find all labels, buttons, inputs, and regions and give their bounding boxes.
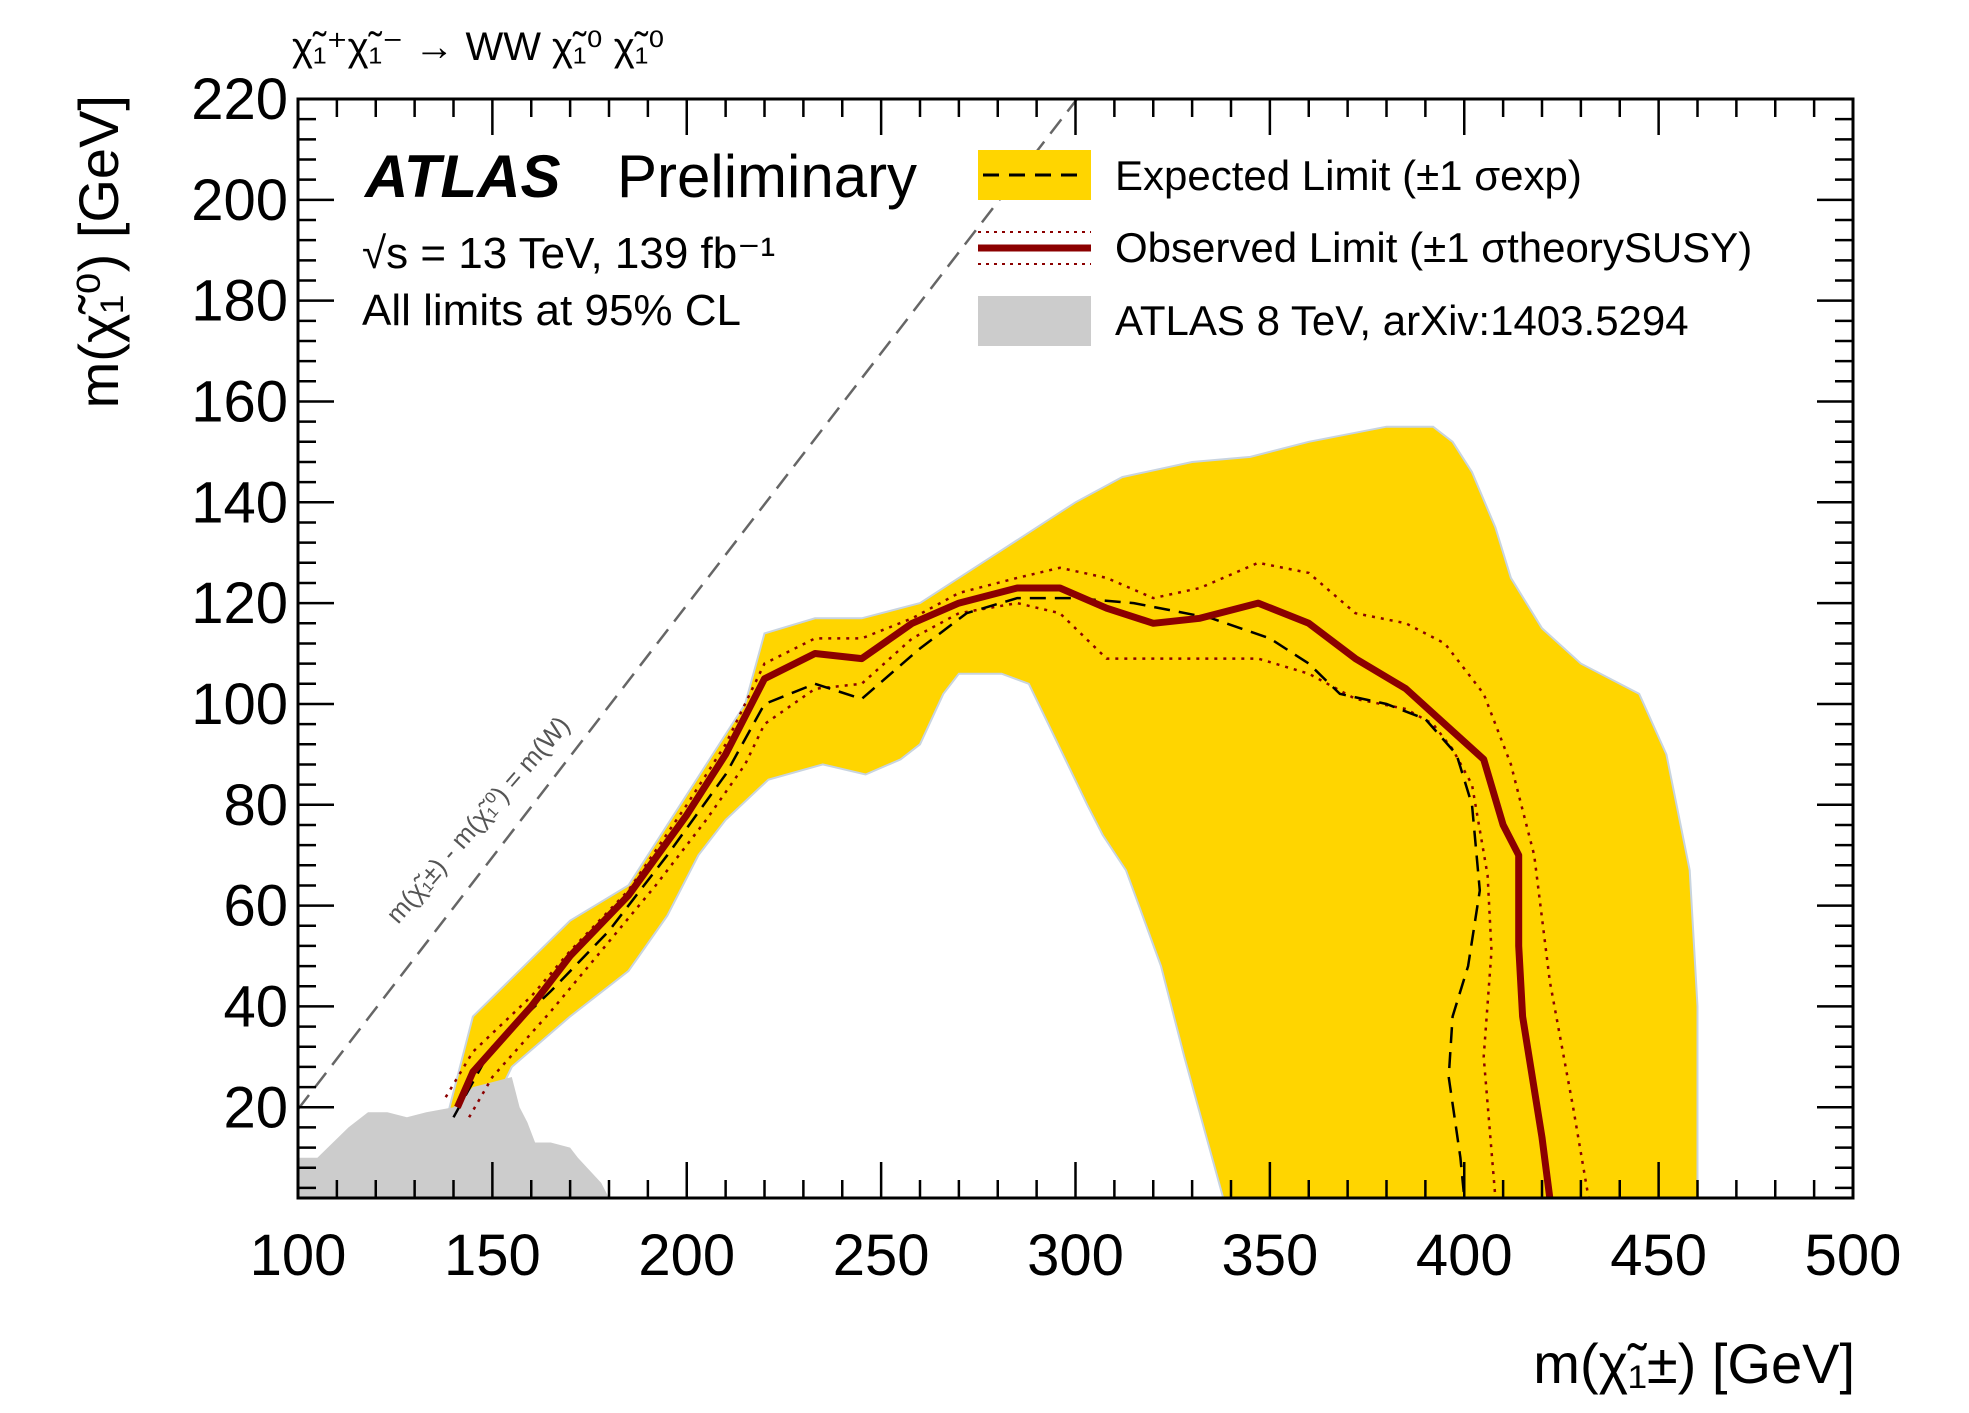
x-tick-label: 200 [638,1223,735,1288]
kinematic-limit-layer [298,99,1079,1111]
x-tick-label: 250 [833,1223,930,1288]
process-label: χ̃₁⁺χ̃₁⁻ → WW χ̃₁⁰ χ̃₁⁰ [292,25,664,69]
x-tick-label: 300 [1027,1223,1124,1288]
axis-ticks-layer [296,97,1855,1198]
y-axis-title: m(χ̃₁⁰) [GeV] [67,95,130,408]
y-tick-label: 180 [191,269,288,334]
cl-label: All limits at 95% CL [362,286,741,335]
x-tick-label: 350 [1221,1223,1318,1288]
expected-limit-band-layer [425,425,1699,1198]
expected-limit-line [452,596,1482,1198]
x-axis-title: m(χ̃₁±) [GeV] [1533,1332,1855,1395]
atlas-8tev-layer [298,1077,609,1198]
legend: Expected Limit (±1 σexp) Observed Limit … [978,150,1752,346]
limit-lines-layer [444,561,1590,1198]
x-tick-label: 150 [444,1223,541,1288]
tick-labels-layer: 100 150 200 250 300 350 400 450 500 20 40 60 80 100 12… [191,67,1901,1288]
y-tick-label: 20 [223,1075,288,1140]
y-tick-label: 220 [191,67,288,132]
kinematic-limit-line [298,99,1079,1111]
y-tick-label: 120 [191,571,288,636]
x-tick-label: 100 [250,1223,347,1288]
legend-expected-label: Expected Limit (±1 σexp) [1115,152,1582,199]
legend-atlas8tev-swatch [978,296,1091,346]
preliminary-label: Preliminary [617,143,917,210]
y-tick-label: 80 [223,773,288,838]
y-tick-label: 60 [223,874,288,939]
x-tick-label: 400 [1416,1223,1513,1288]
y-tick-label: 200 [191,168,288,233]
atlas-logo-text: ATLAS [363,143,561,210]
y-tick-label: 40 [223,974,288,1039]
x-tick-label: 450 [1610,1223,1707,1288]
x-tick-label: 500 [1805,1223,1902,1288]
legend-observed-label: Observed Limit (±1 σtheorySUSY) [1115,224,1752,271]
y-tick-label: 140 [191,470,288,535]
y-tick-label: 100 [191,672,288,737]
expected-limit-band [425,425,1699,1198]
observed-limit-line [454,584,1554,1198]
energy-lumi-label: √s = 13 TeV, 139 fb⁻¹ [362,229,775,278]
y-tick-label: 160 [191,369,288,434]
atlas-8tev-region [298,1077,609,1198]
legend-atlas8tev-label: ATLAS 8 TeV, arXiv:1403.5294 [1115,297,1689,344]
